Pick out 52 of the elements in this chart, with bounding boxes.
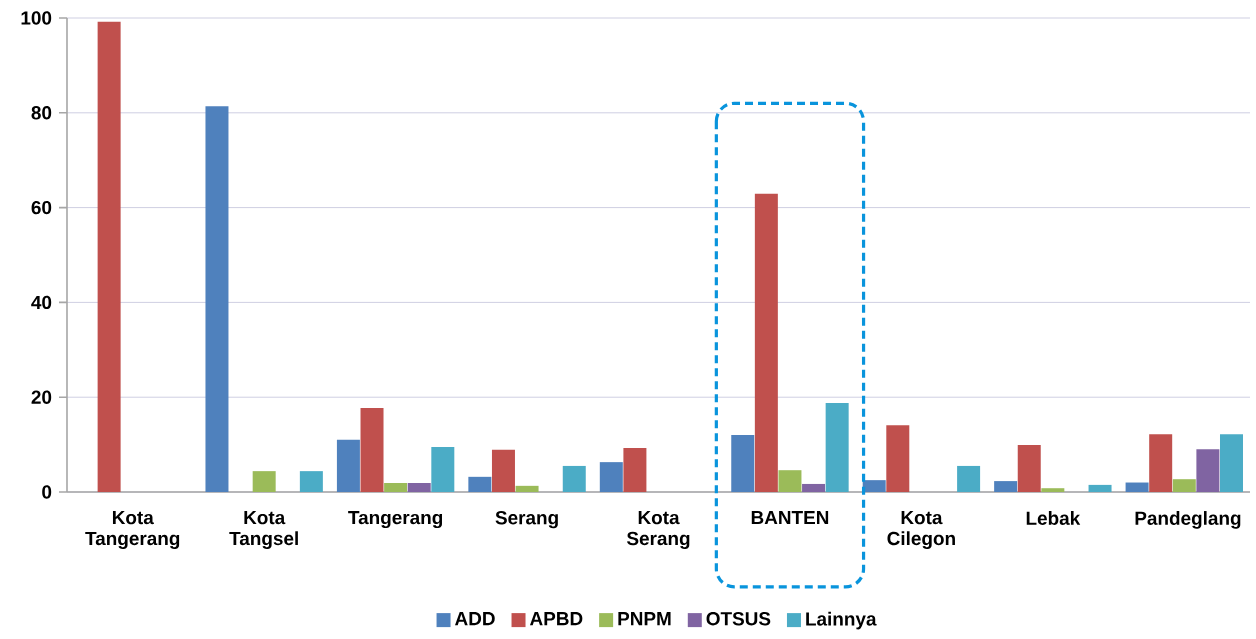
bar [384, 482, 408, 492]
x-tick-label: Kota Tangsel [229, 511, 298, 549]
x-tick-label: Kota Serang [626, 511, 690, 549]
bar [205, 106, 229, 492]
bar [491, 449, 515, 492]
bar [778, 470, 802, 492]
bar [957, 465, 981, 492]
bar [754, 193, 778, 492]
bar [1149, 434, 1173, 492]
legend-label: PNPM [618, 612, 671, 626]
bar [1172, 479, 1196, 492]
bar [562, 465, 586, 492]
bar [431, 446, 455, 492]
x-tick-label: Lebak [1026, 511, 1081, 525]
bar [862, 480, 886, 492]
bar [731, 435, 755, 492]
y-tick-label: 60 [31, 200, 52, 215]
y-tick-label: 20 [31, 390, 52, 404]
y-tick-label: 0 [42, 485, 52, 499]
legend-label: Lainnya [806, 611, 877, 630]
y-tick-label: 100 [21, 11, 52, 25]
bar [1017, 445, 1041, 492]
legend-label: ADD [454, 612, 495, 626]
bar [1219, 434, 1243, 492]
y-tick-label: 80 [31, 106, 52, 120]
bar [599, 462, 623, 492]
bar [299, 471, 323, 492]
bar [252, 471, 276, 492]
y-tick-label: 40 [31, 295, 52, 310]
bar [468, 476, 492, 492]
bar [1125, 482, 1149, 492]
legend-label: OTSUS [706, 612, 771, 626]
bar [994, 481, 1018, 492]
bar [1041, 488, 1065, 492]
x-tick-label: Tangerang [348, 511, 443, 529]
x-tick-label: Kota Tangerang [85, 511, 180, 549]
bar [623, 447, 647, 492]
x-tick-label: Kota Cilegon [887, 511, 955, 549]
bar [825, 402, 849, 492]
bar [407, 482, 431, 492]
bar [802, 483, 826, 492]
x-tick-label: BANTEN [751, 511, 829, 525]
bar [886, 425, 910, 492]
bar [360, 408, 384, 492]
x-tick-label: Serang [495, 511, 558, 529]
bar [97, 21, 121, 492]
bar [515, 485, 539, 492]
x-tick-label: Pandeglang [1135, 511, 1241, 529]
bar [1088, 484, 1112, 492]
legend-label: APBD [529, 612, 583, 626]
bar [1196, 449, 1220, 492]
bar [336, 439, 360, 492]
